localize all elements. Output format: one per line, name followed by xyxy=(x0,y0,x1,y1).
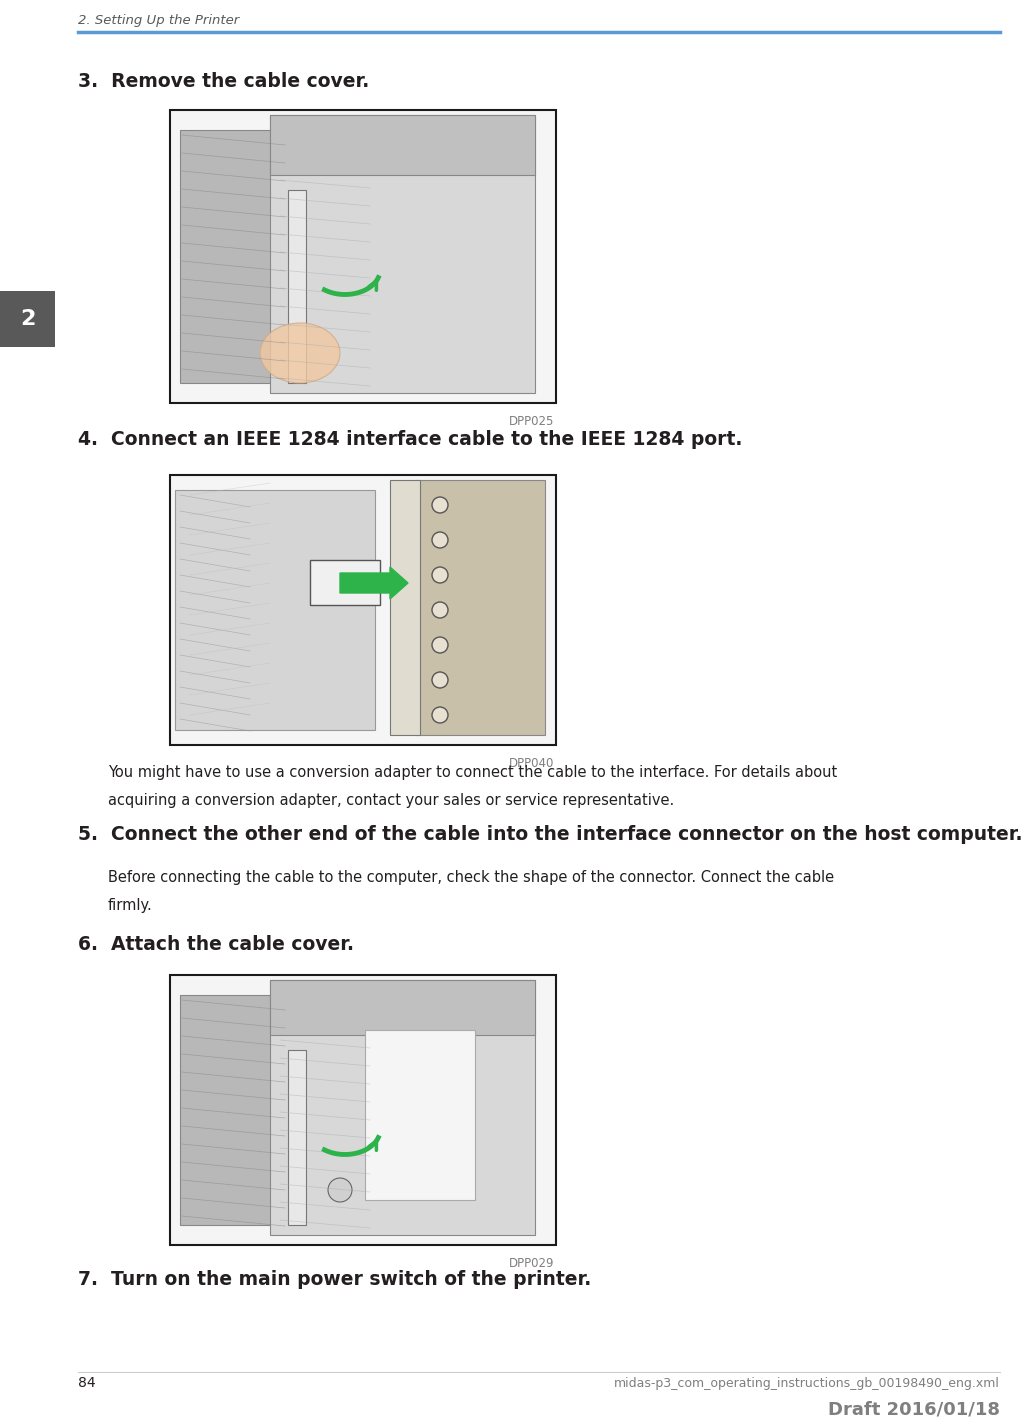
Bar xyxy=(365,1030,475,1199)
Circle shape xyxy=(432,672,448,688)
Text: Before connecting the cable to the computer, check the shape of the connector. C: Before connecting the cable to the compu… xyxy=(108,870,834,885)
Bar xyxy=(170,975,556,1245)
Text: firmly.: firmly. xyxy=(108,898,153,914)
Circle shape xyxy=(432,603,448,618)
Circle shape xyxy=(432,637,448,654)
Bar xyxy=(415,480,545,735)
FancyArrow shape xyxy=(340,567,408,600)
Text: You might have to use a conversion adapter to connect the cable to the interface: You might have to use a conversion adapt… xyxy=(108,764,837,780)
Bar xyxy=(270,980,535,1034)
Text: 2: 2 xyxy=(20,308,35,330)
Text: 4.  Connect an IEEE 1284 interface cable to the IEEE 1284 port.: 4. Connect an IEEE 1284 interface cable … xyxy=(78,431,742,449)
Bar xyxy=(180,129,300,384)
Text: 3.  Remove the cable cover.: 3. Remove the cable cover. xyxy=(78,72,369,91)
Circle shape xyxy=(432,708,448,723)
Bar xyxy=(270,980,535,1235)
Bar xyxy=(310,560,380,605)
Text: Draft 2016/01/18: Draft 2016/01/18 xyxy=(828,1400,1000,1418)
Circle shape xyxy=(432,531,448,549)
Bar xyxy=(270,115,535,175)
Text: 6.  Attach the cable cover.: 6. Attach the cable cover. xyxy=(78,935,354,953)
Text: DPP025: DPP025 xyxy=(509,415,554,428)
Bar xyxy=(288,1050,307,1225)
Bar xyxy=(170,109,556,404)
Circle shape xyxy=(328,1178,352,1202)
Bar xyxy=(175,490,375,730)
Text: 2. Setting Up the Printer: 2. Setting Up the Printer xyxy=(78,14,239,27)
Bar xyxy=(270,115,535,394)
Text: DPP040: DPP040 xyxy=(509,757,554,770)
Bar xyxy=(170,475,556,745)
Bar xyxy=(288,190,307,384)
Text: acquiring a conversion adapter, contact your sales or service representative.: acquiring a conversion adapter, contact … xyxy=(108,793,674,809)
Ellipse shape xyxy=(260,323,340,384)
Circle shape xyxy=(432,497,448,513)
Circle shape xyxy=(432,567,448,583)
Bar xyxy=(0,291,55,347)
Text: 5.  Connect the other end of the cable into the interface connector on the host : 5. Connect the other end of the cable in… xyxy=(78,826,1023,844)
Text: DPP029: DPP029 xyxy=(509,1258,554,1270)
Bar xyxy=(180,995,300,1225)
Text: midas-p3_com_operating_instructions_gb_00198490_eng.xml: midas-p3_com_operating_instructions_gb_0… xyxy=(614,1377,1000,1390)
Text: 84: 84 xyxy=(78,1376,96,1390)
Text: 7.  Turn on the main power switch of the printer.: 7. Turn on the main power switch of the … xyxy=(78,1270,591,1289)
Bar xyxy=(390,480,420,735)
